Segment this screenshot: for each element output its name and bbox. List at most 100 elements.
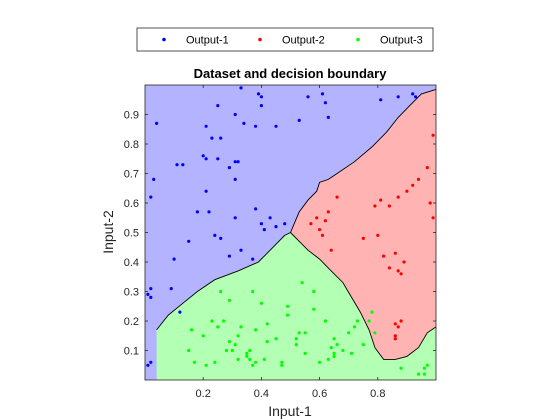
point-output-3 — [370, 310, 374, 314]
point-output-2 — [416, 177, 421, 181]
point-output-3 — [230, 348, 234, 353]
axis-ticks: 0.2 0.4 0.6 0.8 0.1 0.2 0.3 0.4 0.5 0.6 0.7 0.8 0.9 — [124, 85, 436, 400]
point-output-1 — [207, 210, 211, 214]
point-output-1 — [262, 228, 266, 232]
point-output-1 — [396, 95, 400, 99]
point-output-1 — [213, 233, 217, 237]
point-output-2 — [431, 216, 435, 220]
point-output-3 — [312, 307, 316, 311]
point-output-3 — [373, 331, 377, 335]
point-output-2 — [411, 183, 415, 187]
point-output-2 — [396, 325, 400, 329]
point-output-1 — [155, 121, 159, 125]
point-output-2 — [320, 233, 325, 237]
point-output-2 — [329, 248, 333, 252]
point-output-3 — [259, 301, 263, 305]
point-output-2 — [335, 195, 339, 199]
point-output-1 — [233, 160, 237, 164]
point-output-1 — [259, 95, 263, 99]
point-output-2 — [387, 266, 391, 270]
legend-item-output-1[interactable]: Output-1 — [162, 35, 229, 47]
y-tick-label: 0.2 — [124, 316, 139, 328]
x-tick-label: 0.4 — [254, 388, 269, 400]
point-output-3 — [239, 325, 243, 329]
point-output-2 — [396, 269, 400, 273]
point-output-2 — [393, 337, 397, 341]
region-output-2 — [290, 89, 436, 360]
y-axis-label: Input-2 — [100, 210, 116, 254]
point-output-2 — [326, 210, 330, 214]
point-output-3 — [192, 360, 197, 364]
chart-title: Dataset and decision boundary — [194, 66, 388, 81]
point-output-3 — [352, 325, 357, 329]
point-output-1 — [152, 177, 156, 181]
point-output-3 — [416, 372, 421, 376]
point-output-3 — [190, 328, 194, 332]
point-output-3 — [335, 343, 339, 347]
x-tick-label: 0.2 — [196, 388, 211, 400]
point-output-1 — [201, 154, 205, 158]
point-output-3 — [201, 334, 205, 338]
legend-item-output-3[interactable]: Output-3 — [356, 35, 423, 47]
point-output-2 — [393, 322, 397, 326]
point-output-2 — [373, 204, 377, 208]
point-output-1 — [195, 210, 199, 214]
point-output-3 — [245, 354, 249, 358]
legend-marker — [258, 37, 262, 42]
point-output-3 — [399, 366, 403, 370]
point-output-1 — [169, 287, 173, 291]
point-output-1 — [227, 254, 231, 258]
point-output-3 — [294, 343, 298, 347]
point-output-3 — [274, 337, 278, 341]
point-output-1 — [175, 163, 179, 167]
point-output-1 — [323, 101, 327, 105]
point-output-3 — [280, 363, 284, 367]
point-output-1 — [216, 157, 220, 161]
legend-marker — [162, 37, 166, 42]
y-tick-label: 0.8 — [124, 139, 139, 151]
point-output-2 — [402, 260, 406, 264]
legend-item-output-2[interactable]: Output-2 — [258, 35, 325, 47]
point-output-1 — [254, 207, 258, 211]
point-output-1 — [242, 121, 246, 125]
point-output-3 — [254, 360, 258, 364]
point-output-2 — [361, 236, 365, 240]
point-output-2 — [405, 189, 409, 193]
point-output-3 — [245, 351, 249, 355]
point-output-3 — [265, 322, 269, 326]
x-tick-label: 0.6 — [312, 388, 327, 400]
point-output-1 — [259, 104, 263, 108]
point-output-3 — [204, 363, 208, 367]
decision-regions — [145, 85, 436, 380]
y-tick-label: 0.1 — [124, 346, 139, 358]
point-output-3 — [213, 360, 217, 364]
legend-box — [136, 27, 434, 52]
point-output-2 — [309, 222, 313, 226]
point-output-3 — [219, 289, 223, 294]
legend[interactable]: Output-1 Output-2 Output-3 — [136, 27, 434, 52]
x-axis-label: Input-1 — [268, 403, 312, 419]
point-output-1 — [149, 360, 153, 364]
point-output-3 — [303, 351, 307, 355]
y-tick-label: 0.7 — [124, 169, 139, 181]
point-output-1 — [274, 225, 278, 229]
point-output-3 — [332, 337, 336, 341]
point-output-1 — [326, 115, 330, 119]
point-output-3 — [227, 298, 231, 302]
point-output-3 — [323, 319, 327, 323]
point-output-1 — [219, 236, 223, 240]
point-output-1 — [297, 118, 301, 122]
legend-label: Output-1 — [186, 35, 229, 47]
point-output-3 — [251, 289, 255, 294]
point-output-3 — [224, 348, 229, 353]
point-output-1 — [233, 216, 237, 220]
point-output-1 — [320, 92, 325, 96]
y-tick-label: 0.9 — [124, 110, 139, 122]
boundary-line-2-3 — [290, 232, 437, 360]
point-output-1 — [233, 112, 237, 117]
point-output-3 — [332, 351, 336, 355]
point-output-2 — [382, 254, 386, 258]
y-tick-label: 0.5 — [124, 228, 139, 240]
point-output-1 — [411, 92, 415, 96]
